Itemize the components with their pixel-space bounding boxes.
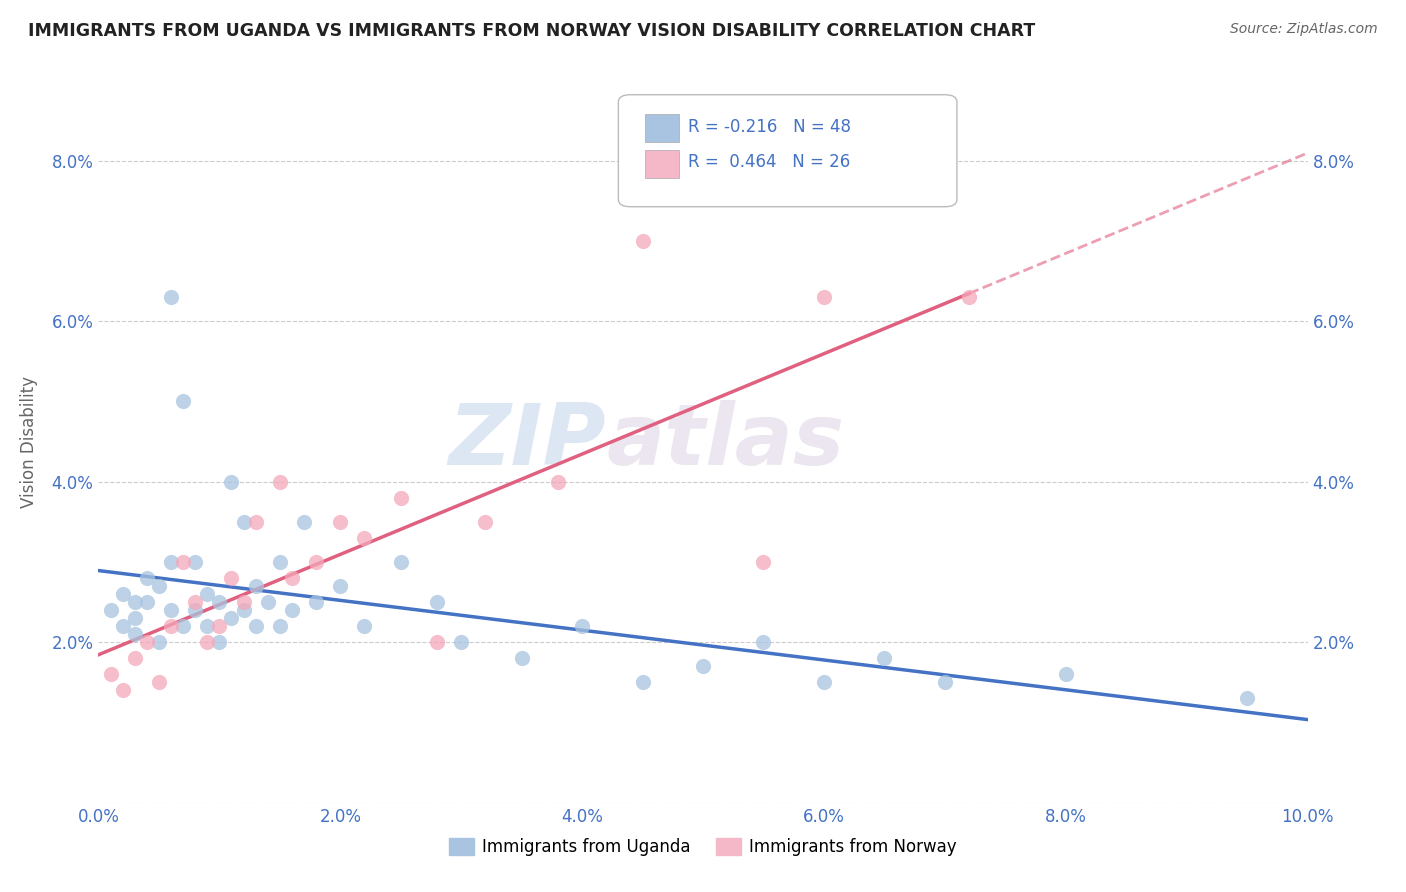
Legend: Immigrants from Uganda, Immigrants from Norway: Immigrants from Uganda, Immigrants from … [443,831,963,863]
Point [547,475,569,489]
Point [305,555,328,569]
Point [256,595,278,609]
Point [195,587,218,601]
Point [124,651,146,665]
Point [135,595,157,609]
Text: ZIP: ZIP [449,400,606,483]
Point [208,595,231,609]
Point [426,595,449,609]
Point [160,603,183,617]
Point [353,619,375,633]
Point [245,619,267,633]
Point [426,635,449,649]
Point [160,619,183,633]
Point [124,627,146,641]
Point [232,515,254,529]
FancyBboxPatch shape [645,151,679,178]
Point [1236,691,1258,706]
Point [135,635,157,649]
Point [160,290,183,304]
Point [269,619,291,633]
Point [329,579,352,593]
Point [148,675,170,690]
Point [510,651,533,665]
Text: atlas: atlas [606,400,845,483]
Point [208,619,231,633]
Point [195,619,218,633]
Point [631,675,654,690]
Point [389,555,412,569]
Point [353,531,375,545]
Point [389,491,412,505]
Text: Source: ZipAtlas.com: Source: ZipAtlas.com [1230,22,1378,37]
Point [292,515,315,529]
Point [100,667,122,681]
Point [172,394,194,409]
Point [571,619,593,633]
Point [184,555,207,569]
Text: R =  0.464   N = 26: R = 0.464 N = 26 [689,153,851,171]
Point [111,619,134,633]
Point [934,675,956,690]
Point [245,515,267,529]
Point [232,595,254,609]
Point [148,579,170,593]
Point [329,515,352,529]
Point [281,571,304,585]
FancyBboxPatch shape [645,114,679,142]
Point [184,595,207,609]
Point [269,555,291,569]
Point [221,611,243,625]
Point [208,635,231,649]
Point [111,683,134,698]
Point [813,290,835,304]
FancyBboxPatch shape [619,95,957,207]
Point [245,579,267,593]
Point [813,675,835,690]
Point [148,635,170,649]
Point [281,603,304,617]
Point [195,635,218,649]
Point [957,290,980,304]
Point [474,515,496,529]
Point [221,571,243,585]
Point [692,659,714,673]
Point [221,475,243,489]
Y-axis label: Vision Disability: Vision Disability [20,376,38,508]
Point [1054,667,1077,681]
Point [232,603,254,617]
Point [631,234,654,248]
Point [100,603,122,617]
Point [135,571,157,585]
Text: IMMIGRANTS FROM UGANDA VS IMMIGRANTS FROM NORWAY VISION DISABILITY CORRELATION C: IMMIGRANTS FROM UGANDA VS IMMIGRANTS FRO… [28,22,1035,40]
Point [184,603,207,617]
Point [124,595,146,609]
Point [305,595,328,609]
Point [752,555,775,569]
Point [873,651,896,665]
Point [172,555,194,569]
Point [160,555,183,569]
Point [450,635,472,649]
Point [752,635,775,649]
Text: R = -0.216   N = 48: R = -0.216 N = 48 [689,118,852,136]
Point [269,475,291,489]
Point [172,619,194,633]
Point [111,587,134,601]
Point [124,611,146,625]
